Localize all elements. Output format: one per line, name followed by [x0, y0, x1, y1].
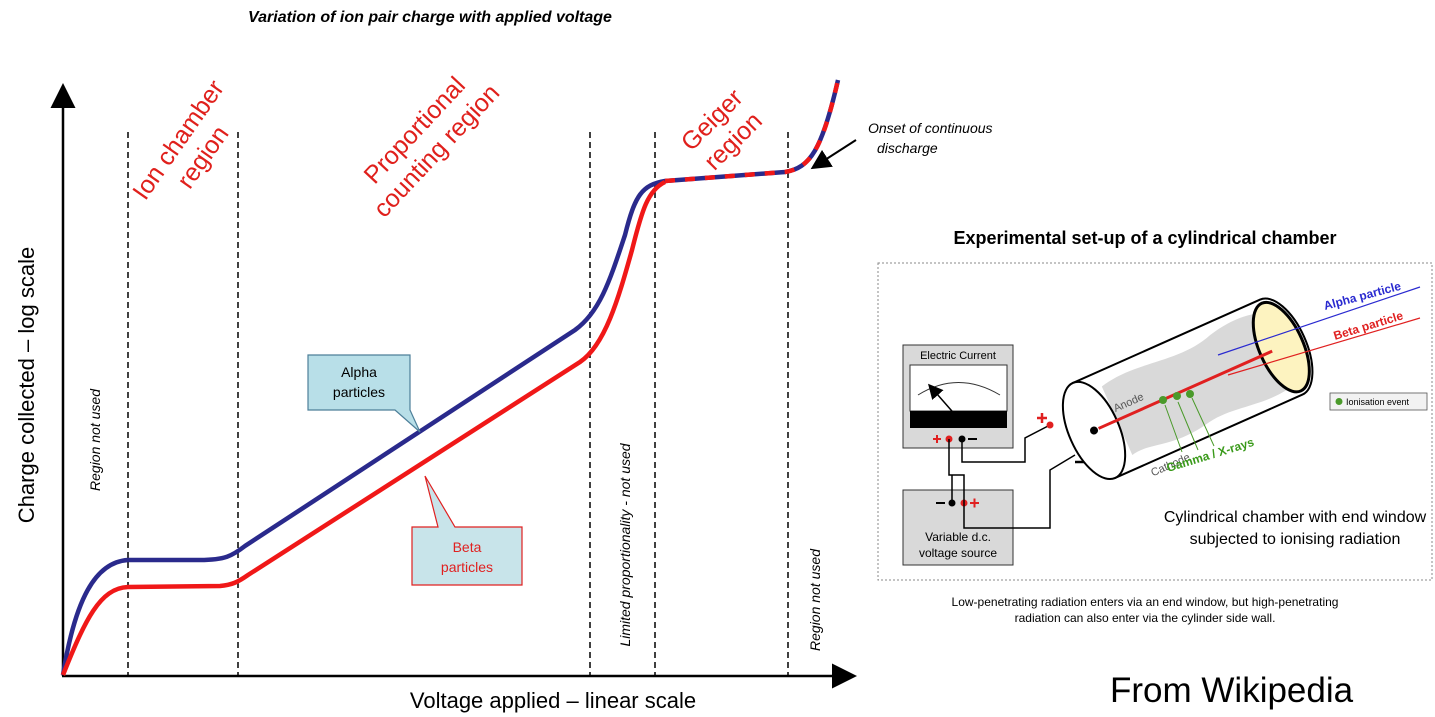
- region-note: Region not used: [807, 548, 823, 651]
- ray-lines: [1164, 397, 1215, 453]
- alpha-ray: [1217, 286, 1421, 356]
- terminal: [1046, 421, 1054, 429]
- event: [1159, 396, 1167, 404]
- onset-arrow: [810, 139, 857, 170]
- callout-text: particles: [441, 559, 493, 575]
- source-label: Variable d.c.: [925, 530, 991, 544]
- source-label: voltage source: [919, 546, 997, 560]
- description: subjected to ionising radiation: [1190, 531, 1401, 548]
- plus-sign: [970, 498, 979, 508]
- event: [1173, 392, 1181, 400]
- legend-box: [1329, 392, 1428, 411]
- plus-sign: [1037, 413, 1047, 423]
- proportional-label: Proportional counting region: [359, 72, 506, 223]
- alpha-callout: [307, 354, 421, 433]
- beta-curve: [60, 179, 667, 676]
- region-note: Region not used: [87, 388, 103, 491]
- ion-chamber-label: Ion chamber region: [127, 75, 234, 205]
- anode: [1097, 349, 1273, 430]
- plus-sign: [933, 435, 941, 443]
- meter-window: [909, 364, 1008, 412]
- onset-label: discharge: [877, 140, 938, 156]
- meter-scale: [917, 382, 1001, 396]
- event: [1186, 390, 1194, 398]
- beta-callout: [411, 475, 523, 586]
- merged-curve: [664, 79, 841, 184]
- x-axis-label: Voltage applied – linear scale: [410, 688, 696, 713]
- caption: radiation can also enter via the cylinde…: [1015, 611, 1276, 625]
- y-axis-label: Charge collected – log scale: [14, 247, 39, 523]
- ionisation-events: [1159, 390, 1194, 404]
- wire: [948, 439, 965, 503]
- meter-base: [910, 411, 1007, 428]
- description: Cylindrical chamber with end window: [1164, 509, 1427, 526]
- region-note: Limited proportionality - not used: [617, 442, 633, 646]
- geiger-label: Geiger region: [676, 84, 768, 176]
- callout-text: Alpha: [341, 364, 377, 380]
- callout-text: Beta: [453, 539, 482, 555]
- wire: [963, 454, 1076, 529]
- meter-needle: [928, 383, 959, 419]
- anode-end: [1090, 426, 1099, 435]
- callout-text: particles: [333, 384, 385, 400]
- setup-frame: [877, 262, 1433, 581]
- legend-label: Ionisation event: [1346, 397, 1410, 407]
- setup-title: Experimental set-up of a cylindrical cha…: [953, 228, 1336, 248]
- onset-label: Onset of continuous: [868, 120, 993, 136]
- beta-ray: [1227, 317, 1421, 376]
- legend-swatch: [1335, 398, 1343, 405]
- alpha-label: Alpha particle: [1322, 279, 1403, 313]
- caption: Low-penetrating radiation enters via an …: [952, 595, 1339, 609]
- title: Variation of ion pair charge with applie…: [248, 9, 612, 26]
- wire: [961, 424, 1051, 463]
- credit: From Wikipedia: [1110, 671, 1354, 710]
- meter-label: Electric Current: [920, 350, 996, 362]
